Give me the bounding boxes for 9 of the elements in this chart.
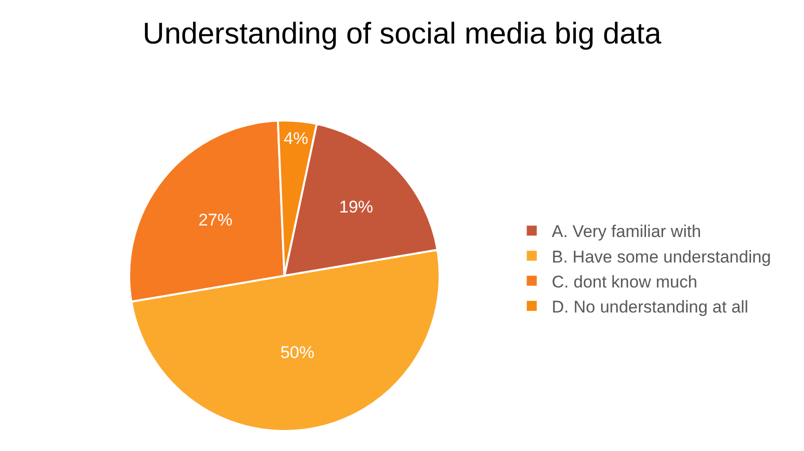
data-label: 50% <box>280 342 314 362</box>
legend-label: C. dont know much <box>552 272 698 292</box>
chart-title: Understanding of social media big data <box>142 18 662 51</box>
legend-label: D. No understanding at all <box>552 298 748 317</box>
legend-label: A. Very familiar with <box>552 222 702 242</box>
data-label: 27% <box>198 210 232 230</box>
data-label: 4% <box>284 128 308 148</box>
legend-label: B. Have some understanding <box>552 247 772 266</box>
data-label: 19% <box>339 197 374 216</box>
